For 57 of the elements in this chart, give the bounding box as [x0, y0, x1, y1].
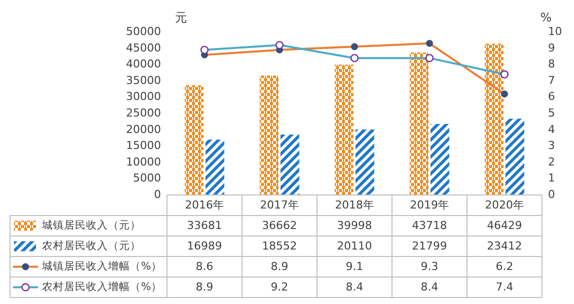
x-tick-label: 2018年 — [335, 198, 374, 212]
data-label: 33681 — [187, 218, 222, 232]
data-label: 23412 — [487, 239, 522, 252]
y2-tick-label: 4 — [548, 122, 555, 136]
legend-label: 农村居民收入增幅（%） — [42, 280, 162, 294]
data-label: 8.6 — [196, 260, 214, 273]
x-tick-label: 2016年 — [185, 198, 224, 212]
y-tick-label: 0 — [154, 188, 161, 202]
x-tick-label: 2019年 — [410, 198, 449, 212]
legend-label: 城镇居民收入（元） — [41, 218, 141, 232]
y2-tick-label: 3 — [548, 139, 555, 152]
y2-tick-label: 2 — [548, 155, 555, 168]
y2-tick-label: 10 — [548, 25, 562, 38]
legend-label: 农村居民收入（元） — [42, 239, 141, 252]
legend-item: 城镇居民收入（元） — [14, 220, 141, 232]
y-tick-label: 10000 — [126, 155, 161, 168]
y-tick-label: 5000 — [133, 172, 161, 185]
data-label: 20110 — [337, 239, 372, 252]
y2-tick-label: 6 — [548, 90, 555, 104]
data-label: 21799 — [412, 239, 447, 252]
y2-axis-title: % — [540, 10, 552, 24]
y2-tick-label: 5 — [548, 106, 555, 120]
data-label: 43718 — [412, 218, 447, 232]
y-tick-label: 50000 — [126, 25, 161, 38]
y2-tick-label: 1 — [548, 172, 555, 185]
data-label: 16989 — [187, 239, 222, 252]
data-label: 7.4 — [496, 280, 514, 294]
legend-item: 城镇居民收入增幅（%） — [13, 260, 162, 273]
data-label: 46429 — [487, 218, 522, 232]
data-label: 36662 — [262, 218, 297, 232]
data-label: 39998 — [337, 218, 372, 232]
y-tick-label: 15000 — [126, 139, 161, 152]
y2-tick-label: 7 — [548, 74, 555, 87]
data-label: 8.4 — [346, 280, 364, 294]
x-tick-label: 2017年 — [260, 198, 299, 212]
y2-tick-label: 0 — [548, 188, 555, 202]
y-tick-label: 20000 — [126, 122, 161, 136]
x-tick-label: 2020年 — [485, 198, 524, 212]
data-label: 18552 — [262, 239, 297, 252]
data-label: 9.3 — [420, 260, 438, 273]
data-label: 9.2 — [270, 280, 288, 294]
legend-item: 农村居民收入（元） — [14, 240, 141, 252]
data-label: 8.9 — [196, 280, 214, 294]
y2-tick-label: 8 — [548, 58, 555, 71]
y-tick-label: 35000 — [126, 74, 161, 87]
data-label: 6.2 — [496, 260, 514, 273]
y2-tick-label: 9 — [548, 41, 555, 54]
y-tick-label: 40000 — [126, 58, 161, 71]
data-label: 8.9 — [270, 260, 288, 273]
legend-item: 农村居民收入增幅（%） — [13, 281, 162, 294]
legend-label: 城镇居民收入增幅（%） — [41, 260, 162, 273]
y-tick-label: 30000 — [126, 90, 161, 104]
data-label: 8.4 — [420, 280, 438, 294]
y-axis-title: 元 — [175, 10, 187, 24]
y-tick-label: 25000 — [126, 106, 161, 120]
y-tick-label: 45000 — [126, 41, 161, 54]
data-label: 9.1 — [346, 260, 364, 273]
